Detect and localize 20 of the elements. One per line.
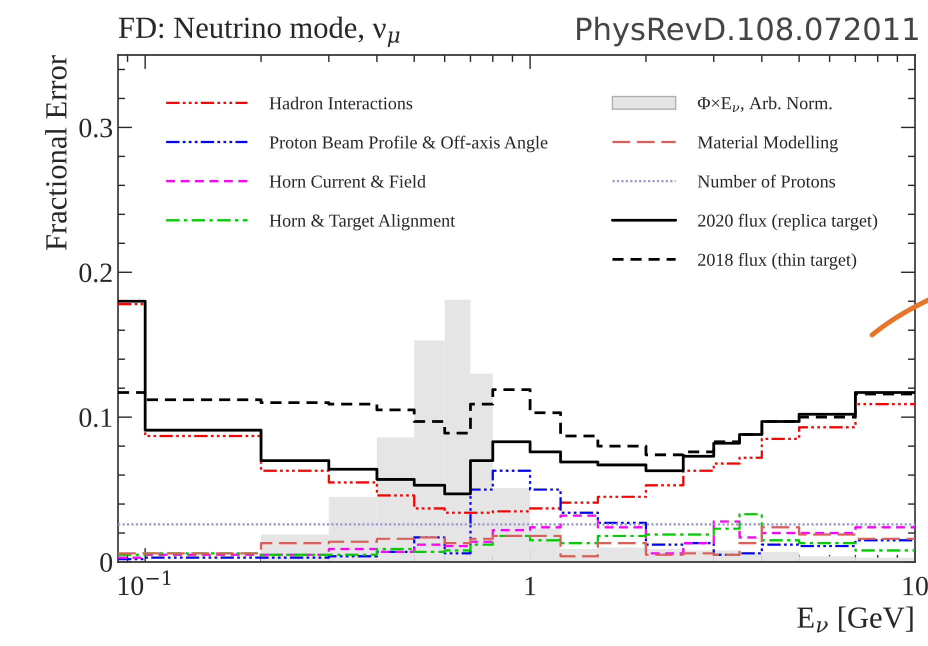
- x-axis-title: E$_{ν}$ [GeV]: [797, 606, 913, 632]
- legend-label: Horn & Target Alignment: [270, 214, 456, 230]
- legend-label: Horn Current & Field: [270, 174, 426, 188]
- y-tick-label: 0.1: [79, 408, 112, 428]
- text: PhysRevD.108.072011: [577, 16, 918, 46]
- legend-label: Number of Protons: [698, 174, 836, 188]
- legend-label: Φ×E$_{ν}$, Arb. Norm.: [698, 96, 832, 112]
- x-tick-label: 10$^{−1}$: [118, 570, 170, 596]
- y-tick-label: 0.2: [79, 263, 112, 282]
- legend-label: 2018 flux (thin target): [698, 252, 856, 270]
- x-tick-label: 10: [904, 576, 928, 596]
- legend-label: Material Modelling: [698, 136, 838, 152]
- chart-title: FD: Neutrino mode, ν$_{μ}$: [118, 16, 400, 48]
- y-tick-label: 0.3: [79, 118, 112, 138]
- y-axis-title: Fractional Error: [45, 55, 67, 250]
- legend-label: Hadron Interactions: [270, 96, 412, 110]
- legend-label: Proton Beam Profile & Off-axis Angle: [270, 136, 548, 152]
- legend-label: 2020 flux (replica target): [698, 214, 878, 230]
- x-tick-label: 1: [526, 576, 536, 596]
- y-tick-label: 0: [100, 553, 112, 572]
